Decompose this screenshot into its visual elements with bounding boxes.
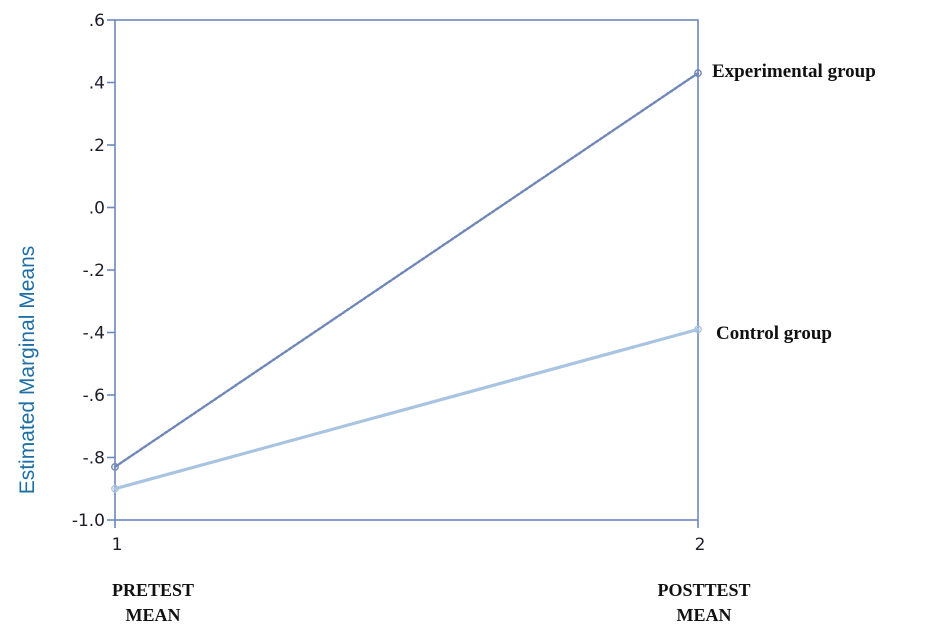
data-point xyxy=(111,462,119,471)
series-label: Experimental group xyxy=(712,61,876,82)
data-point xyxy=(694,69,702,78)
y-tick-label: -.2 xyxy=(83,261,105,281)
category-label: MEAN xyxy=(677,605,732,625)
category-label: PRETEST xyxy=(112,580,194,600)
y-tick-label: .4 xyxy=(89,74,105,94)
y-tick-label: .2 xyxy=(89,136,105,156)
data-point xyxy=(694,325,702,334)
y-tick-label: .6 xyxy=(89,11,105,31)
y-tick-label: -.4 xyxy=(83,324,105,344)
y-tick-label: -1.0 xyxy=(72,511,105,531)
series-label: Control group xyxy=(716,323,832,344)
series-line xyxy=(113,327,700,491)
y-tick-label: -.8 xyxy=(83,449,105,469)
category-label: MEAN xyxy=(126,605,181,625)
x-tick-label: 2 xyxy=(695,535,706,555)
y-axis-label: Estimated Marginal Means xyxy=(16,246,39,495)
x-tick-label: 1 xyxy=(112,535,123,555)
y-tick-label: -.6 xyxy=(83,386,105,406)
data-point xyxy=(111,484,119,493)
y-tick-label: .0 xyxy=(89,199,105,219)
category-label: POSTTEST xyxy=(657,580,750,600)
series-line xyxy=(113,71,700,469)
